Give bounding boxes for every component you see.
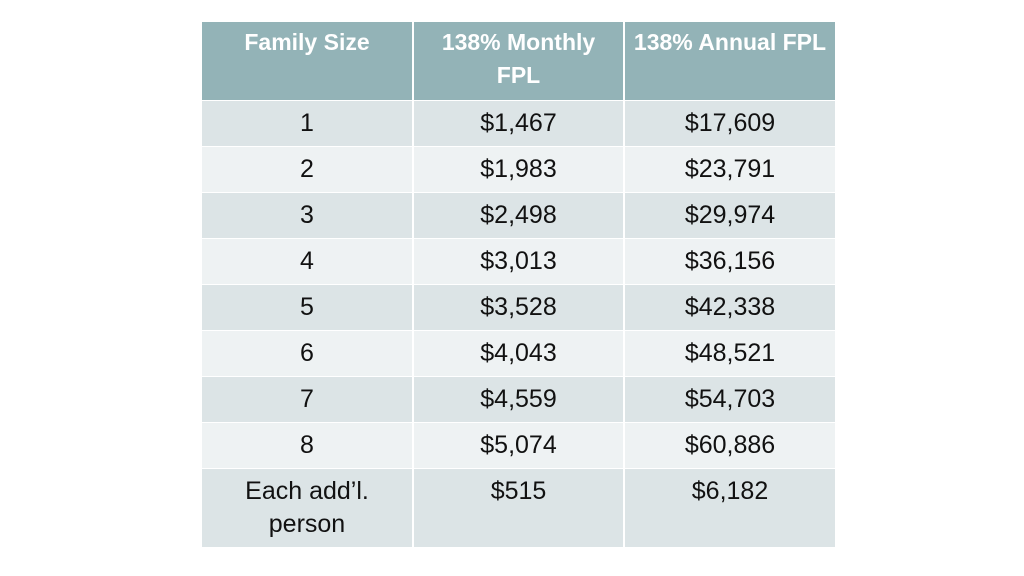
- annual-fpl-cell: $48,521: [624, 329, 835, 376]
- monthly-fpl-cell: $4,559: [413, 375, 625, 422]
- family-size-cell: 1: [202, 99, 414, 146]
- family-size-cell: 8: [202, 421, 414, 468]
- table-row: 1 $1,467 $17,609: [202, 99, 835, 146]
- header-annual-fpl: 138% Annual FPL: [624, 22, 835, 100]
- family-size-cell: 5: [202, 283, 414, 330]
- annual-fpl-cell: $36,156: [624, 237, 835, 284]
- header-row: Family Size 138% Monthly FPL 138% Annual…: [202, 22, 835, 100]
- fpl-table: Family Size 138% Monthly FPL 138% Annual…: [202, 22, 835, 547]
- family-size-cell: 4: [202, 237, 414, 284]
- annual-fpl-cell: $60,886: [624, 421, 835, 468]
- table-row: 7 $4,559 $54,703: [202, 375, 835, 422]
- family-size-cell: 6: [202, 329, 414, 376]
- monthly-fpl-cell: $1,983: [413, 145, 625, 192]
- header-family-size: Family Size: [202, 22, 414, 100]
- annual-fpl-cell: $17,609: [624, 99, 835, 146]
- header-monthly-fpl: 138% Monthly FPL: [413, 22, 625, 100]
- table-row: 4 $3,013 $36,156: [202, 237, 835, 284]
- table-row: 2 $1,983 $23,791: [202, 145, 835, 192]
- family-size-cell: 3: [202, 191, 414, 238]
- monthly-fpl-cell: $5,074: [413, 421, 625, 468]
- annual-fpl-cell: $6,182: [624, 467, 835, 547]
- family-size-cell: 2: [202, 145, 414, 192]
- monthly-fpl-cell: $3,013: [413, 237, 625, 284]
- table-row: 3 $2,498 $29,974: [202, 191, 835, 238]
- table-row: 5 $3,528 $42,338: [202, 283, 835, 330]
- annual-fpl-cell: $54,703: [624, 375, 835, 422]
- family-size-cell: Each add’l. person: [202, 467, 414, 547]
- monthly-fpl-cell: $2,498: [413, 191, 625, 238]
- table-row: Each add’l. person $515 $6,182: [202, 467, 835, 547]
- annual-fpl-cell: $23,791: [624, 145, 835, 192]
- annual-fpl-cell: $29,974: [624, 191, 835, 238]
- monthly-fpl-cell: $3,528: [413, 283, 625, 330]
- table-row: 8 $5,074 $60,886: [202, 421, 835, 468]
- annual-fpl-cell: $42,338: [624, 283, 835, 330]
- monthly-fpl-cell: $4,043: [413, 329, 625, 376]
- monthly-fpl-cell: $515: [413, 467, 625, 547]
- monthly-fpl-cell: $1,467: [413, 99, 625, 146]
- table-row: 6 $4,043 $48,521: [202, 329, 835, 376]
- family-size-cell: 7: [202, 375, 414, 422]
